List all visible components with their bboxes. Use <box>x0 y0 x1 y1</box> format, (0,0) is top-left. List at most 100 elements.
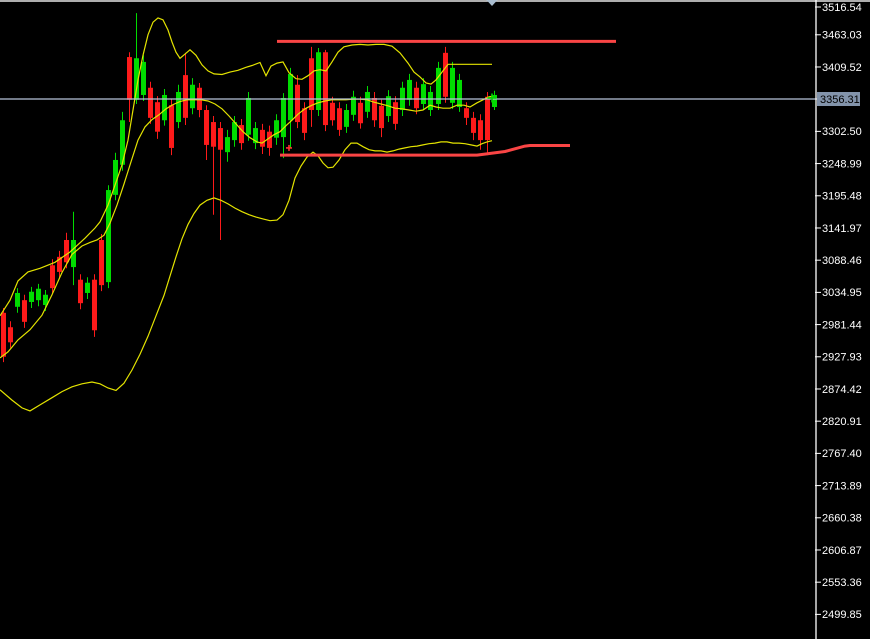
candle <box>393 96 398 130</box>
candle <box>457 73 462 112</box>
candle <box>36 283 41 307</box>
candle-body <box>127 57 132 100</box>
candle-body <box>36 288 41 301</box>
candle <box>1 307 6 363</box>
candle <box>85 277 90 299</box>
candle <box>211 116 216 215</box>
candle <box>204 105 209 160</box>
price-axis-label: 3248.99 <box>822 158 862 170</box>
candle-body <box>471 117 476 133</box>
candle-body <box>106 190 111 283</box>
candle-body <box>246 97 251 135</box>
candle-body <box>225 137 230 153</box>
candle-body <box>443 52 448 97</box>
candle-body <box>492 94 497 108</box>
candle <box>183 52 188 126</box>
candle-body <box>450 67 455 103</box>
candle-body <box>92 279 97 331</box>
candle <box>323 49 328 132</box>
candle-body <box>141 61 146 95</box>
candle <box>450 61 455 109</box>
candle <box>372 91 377 127</box>
price-axis-label: 2767.40 <box>822 448 862 460</box>
price-axis-label: 2713.89 <box>822 480 862 492</box>
price-axis-label: 3516.54 <box>822 2 862 14</box>
candle-body <box>351 96 356 115</box>
candle <box>78 274 83 310</box>
bollinger-middle-band[interactable] <box>0 95 494 359</box>
price-axis-label: 2820.91 <box>822 416 862 428</box>
candle <box>106 185 111 289</box>
candle <box>274 114 279 145</box>
candle <box>267 125 272 156</box>
price-axis-label: 3141.97 <box>822 223 862 235</box>
candle <box>15 288 20 313</box>
candle-body <box>457 79 462 108</box>
candle <box>330 96 335 126</box>
candle <box>436 61 441 111</box>
candle <box>471 111 476 141</box>
candle-body <box>421 84 426 105</box>
candle <box>492 90 497 111</box>
candle <box>169 99 174 156</box>
price-axis-label: 2981.44 <box>822 319 862 331</box>
candle-body <box>309 58 314 111</box>
candle <box>428 85 433 117</box>
current-price-tag: 3356.31 <box>817 92 860 106</box>
candle-body <box>211 122 216 147</box>
candle-body <box>50 265 55 289</box>
candle-body <box>239 125 244 144</box>
candle-body <box>260 129 265 147</box>
support-line[interactable] <box>280 144 570 157</box>
candle-body <box>358 102 363 124</box>
price-axis-label: 3034.95 <box>822 287 862 299</box>
bollinger-lower-band[interactable] <box>0 140 493 412</box>
bollinger-upper-band[interactable] <box>0 17 492 317</box>
candle-body <box>22 300 27 322</box>
candle <box>316 48 321 117</box>
candle-body <box>85 282 90 293</box>
candle <box>113 152 118 201</box>
candle <box>92 274 97 337</box>
candle <box>225 129 230 162</box>
candle-body <box>57 256 62 272</box>
candle-body <box>274 120 279 138</box>
candle <box>281 93 286 159</box>
candle <box>64 232 69 269</box>
price-axis-label: 3195.48 <box>822 191 862 203</box>
candle <box>407 73 412 106</box>
price-axis-label: 3409.52 <box>822 62 862 74</box>
candle <box>29 286 34 308</box>
candle <box>190 78 195 115</box>
price-axis[interactable]: 3516.54 3463.03 3409.52 3302.50 3248.99 3195.… <box>815 0 862 639</box>
candle-body <box>120 120 125 165</box>
candle-body <box>15 292 20 307</box>
candle <box>162 88 167 126</box>
candle <box>148 81 153 124</box>
candle-body <box>323 52 328 126</box>
candle-body <box>190 84 195 109</box>
candle-body <box>78 279 83 304</box>
candle-body <box>1 312 6 357</box>
candle-body <box>337 108 342 130</box>
candle <box>443 46 448 103</box>
candle-body <box>379 105 384 129</box>
candle-body <box>148 87 153 118</box>
price-axis-label: 2606.87 <box>822 545 862 557</box>
candle-body <box>478 120 483 141</box>
candle <box>253 122 258 150</box>
candle <box>288 67 293 148</box>
candle <box>232 116 237 147</box>
candle <box>421 78 426 111</box>
sell-cross-marker[interactable] <box>286 144 292 151</box>
candle <box>414 81 419 115</box>
buy-cross-marker[interactable] <box>487 93 497 103</box>
current-price-label: 3356.31 <box>820 94 860 106</box>
candle-body <box>43 294 48 305</box>
candle-body <box>113 159 118 195</box>
candle-body <box>218 128 223 150</box>
candle <box>239 119 244 150</box>
down-arrow-marker[interactable] <box>486 0 498 6</box>
